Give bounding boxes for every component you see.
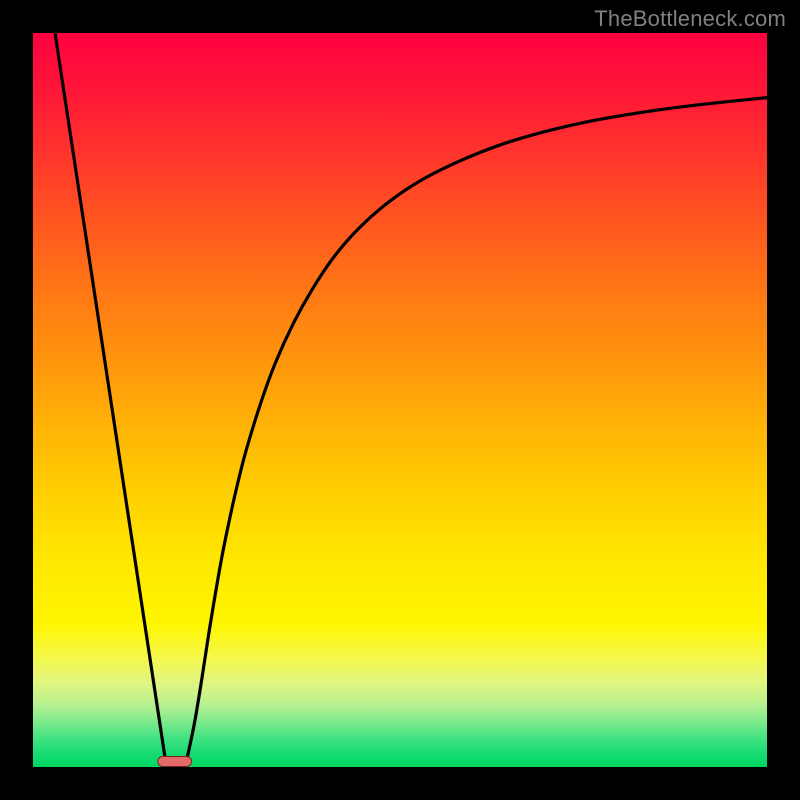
plot-background — [33, 33, 767, 767]
chart-container: TheBottleneck.com — [0, 0, 800, 800]
bottleneck-chart — [0, 0, 800, 800]
optimal-marker — [158, 757, 192, 767]
watermark-text: TheBottleneck.com — [594, 6, 786, 32]
